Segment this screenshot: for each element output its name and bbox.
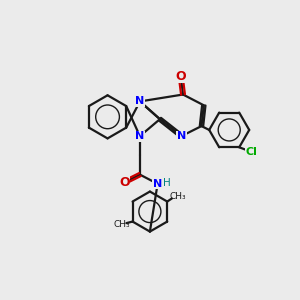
Text: N: N [135,131,145,141]
Text: H: H [163,178,171,188]
Text: O: O [176,70,186,83]
Text: N: N [177,131,186,141]
Text: N: N [135,96,145,106]
Text: CH₃: CH₃ [170,192,186,201]
Text: CH₃: CH₃ [113,220,130,229]
Text: O: O [119,176,130,189]
Text: Cl: Cl [246,147,257,157]
Text: N: N [153,179,162,189]
